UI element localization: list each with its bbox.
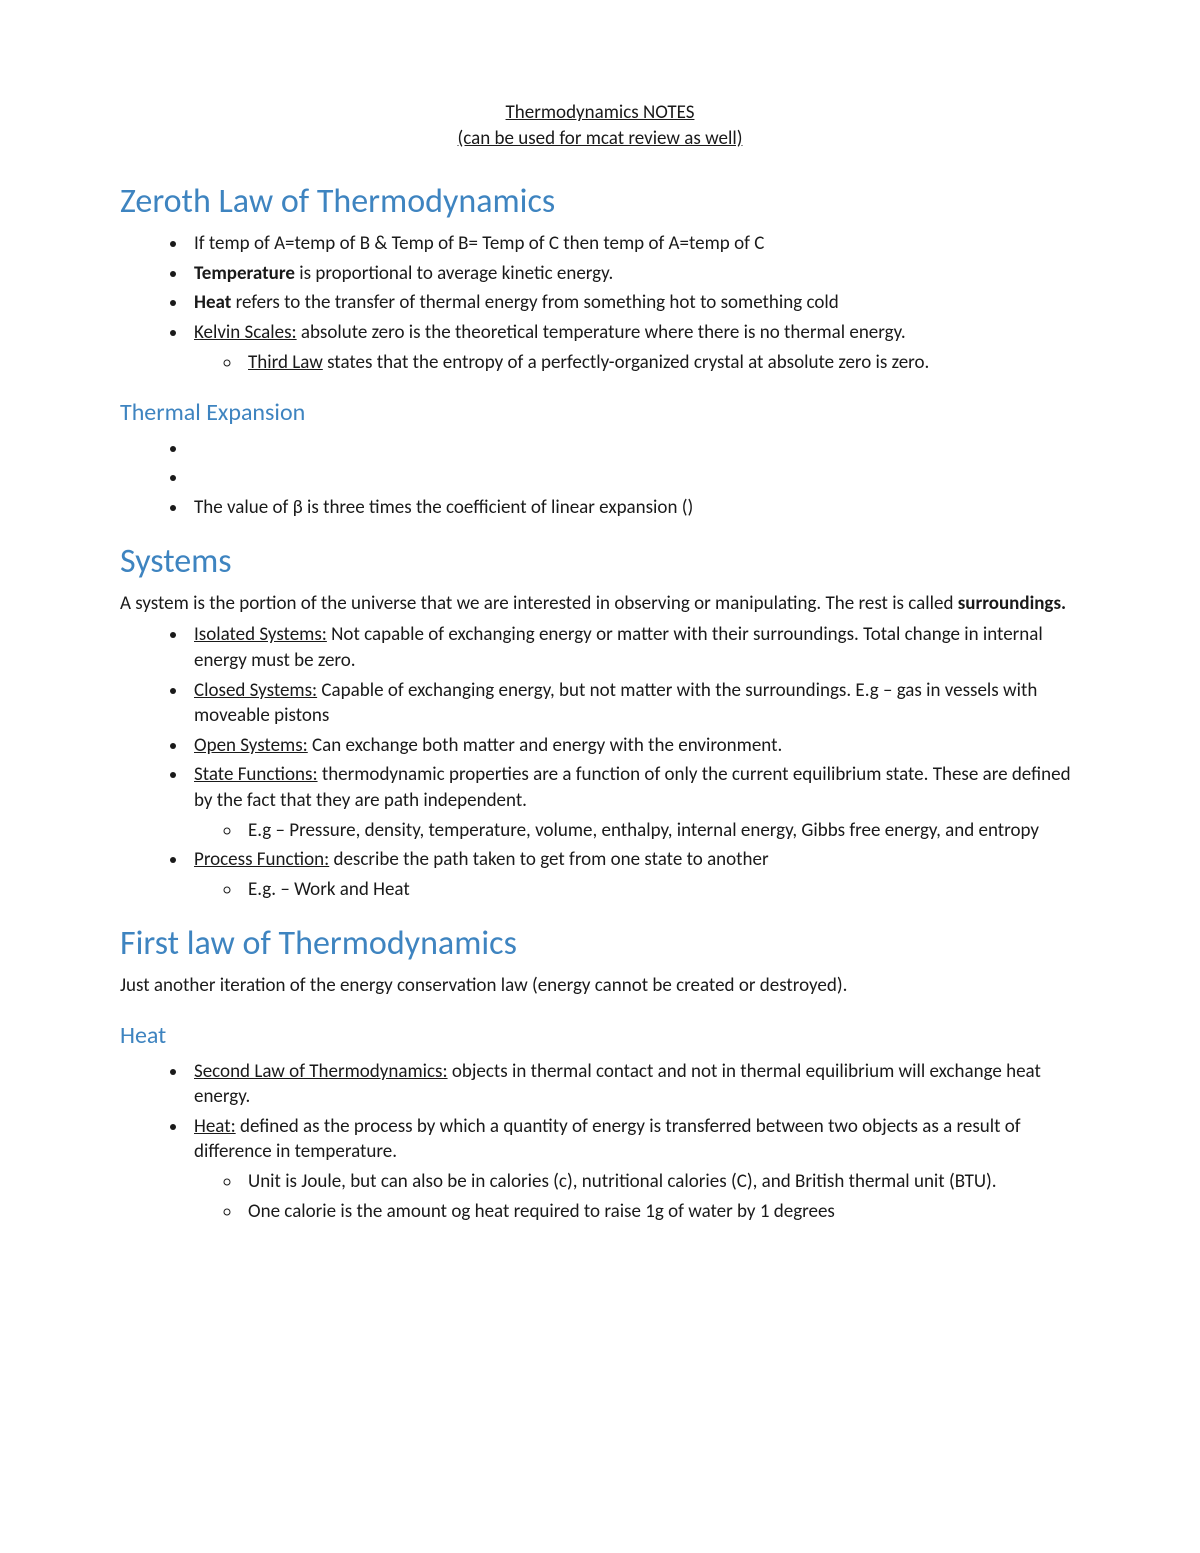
text: Capable of exchanging energy, but not ma… [194, 679, 1037, 728]
list-zeroth: If temp of A=temp of B & Temp of B= Temp… [120, 231, 1080, 375]
list-item: Heat refers to the transfer of thermal e… [188, 290, 1080, 316]
underline-term: Open Systems: [194, 734, 308, 757]
list-item: State Functions: thermodynamic propertie… [188, 762, 1080, 843]
bold-term: Temperature [194, 262, 295, 285]
bold-term: surroundings. [958, 592, 1066, 615]
list-item: Third Law states that the entropy of a p… [242, 350, 1080, 376]
heading-zeroth-law: Zeroth Law of Thermodynamics [120, 179, 1080, 225]
underline-term: Heat: [194, 1115, 236, 1138]
list-heat: Second Law of Thermodynamics: objects in… [120, 1059, 1080, 1225]
list-item: Closed Systems: Capable of exchanging en… [188, 678, 1080, 729]
list-item: If temp of A=temp of B & Temp of B= Temp… [188, 231, 1080, 257]
text: A system is the portion of the universe … [120, 592, 958, 615]
sub-list: Third Law states that the entropy of a p… [194, 350, 1080, 376]
text: Can exchange both matter and energy with… [308, 734, 783, 757]
list-item: Open Systems: Can exchange both matter a… [188, 733, 1080, 759]
list-item: Isolated Systems: Not capable of exchang… [188, 622, 1080, 673]
list-item: One calorie is the amount og heat requir… [242, 1199, 1080, 1225]
list-item: E.g. – Work and Heat [242, 877, 1080, 903]
text: describe the path taken to get from one … [329, 848, 768, 871]
sub-list: Unit is Joule, but can also be in calori… [194, 1169, 1080, 1224]
first-law-intro: Just another iteration of the energy con… [120, 973, 1080, 999]
list-systems: Isolated Systems: Not capable of exchang… [120, 622, 1080, 902]
underline-term: Second Law of Thermodynamics: [194, 1060, 448, 1083]
list-item: Heat: defined as the process by which a … [188, 1114, 1080, 1225]
list-item: E.g – Pressure, density, temperature, vo… [242, 818, 1080, 844]
list-item: Unit is Joule, but can also be in calori… [242, 1169, 1080, 1195]
list-item: Second Law of Thermodynamics: objects in… [188, 1059, 1080, 1110]
doc-title-line2: (can be used for mcat review as well) [120, 126, 1080, 152]
list-item: Kelvin Scales: absolute zero is the theo… [188, 320, 1080, 375]
underline-term: Kelvin Scales: [194, 321, 297, 344]
doc-title-line1: Thermodynamics NOTES [120, 100, 1080, 126]
sub-list: E.g – Pressure, density, temperature, vo… [194, 818, 1080, 844]
title-block: Thermodynamics NOTES (can be used for mc… [120, 100, 1080, 151]
systems-intro: A system is the portion of the universe … [120, 591, 1080, 617]
text: states that the entropy of a perfectly-o… [323, 351, 930, 374]
text: thermodynamic properties are a function … [194, 763, 1071, 812]
heading-heat: Heat [120, 1020, 1080, 1052]
underline-term: Third Law [248, 351, 323, 374]
list-item: The value of β is three times the coeffi… [188, 495, 1080, 521]
heading-thermal-expansion: Thermal Expansion [120, 397, 1080, 429]
list-item [188, 436, 1080, 462]
bold-term: Heat [194, 291, 231, 314]
sub-list: E.g. – Work and Heat [194, 877, 1080, 903]
underline-term: Process Function: [194, 848, 329, 871]
underline-term: Closed Systems: [194, 679, 317, 702]
list-item: Process Function: describe the path take… [188, 847, 1080, 902]
text: is proportional to average kinetic energ… [295, 262, 613, 285]
text: absolute zero is the theoretical tempera… [297, 321, 906, 344]
text: defined as the process by which a quanti… [194, 1115, 1021, 1164]
underline-term: State Functions: [194, 763, 318, 786]
list-thermal-expansion: The value of β is three times the coeffi… [120, 436, 1080, 521]
heading-systems: Systems [120, 539, 1080, 585]
list-item: Temperature is proportional to average k… [188, 261, 1080, 287]
heading-first-law: First law of Thermodynamics [120, 921, 1080, 967]
text: refers to the transfer of thermal energy… [231, 291, 838, 314]
underline-term: Isolated Systems: [194, 623, 327, 646]
list-item [188, 465, 1080, 491]
